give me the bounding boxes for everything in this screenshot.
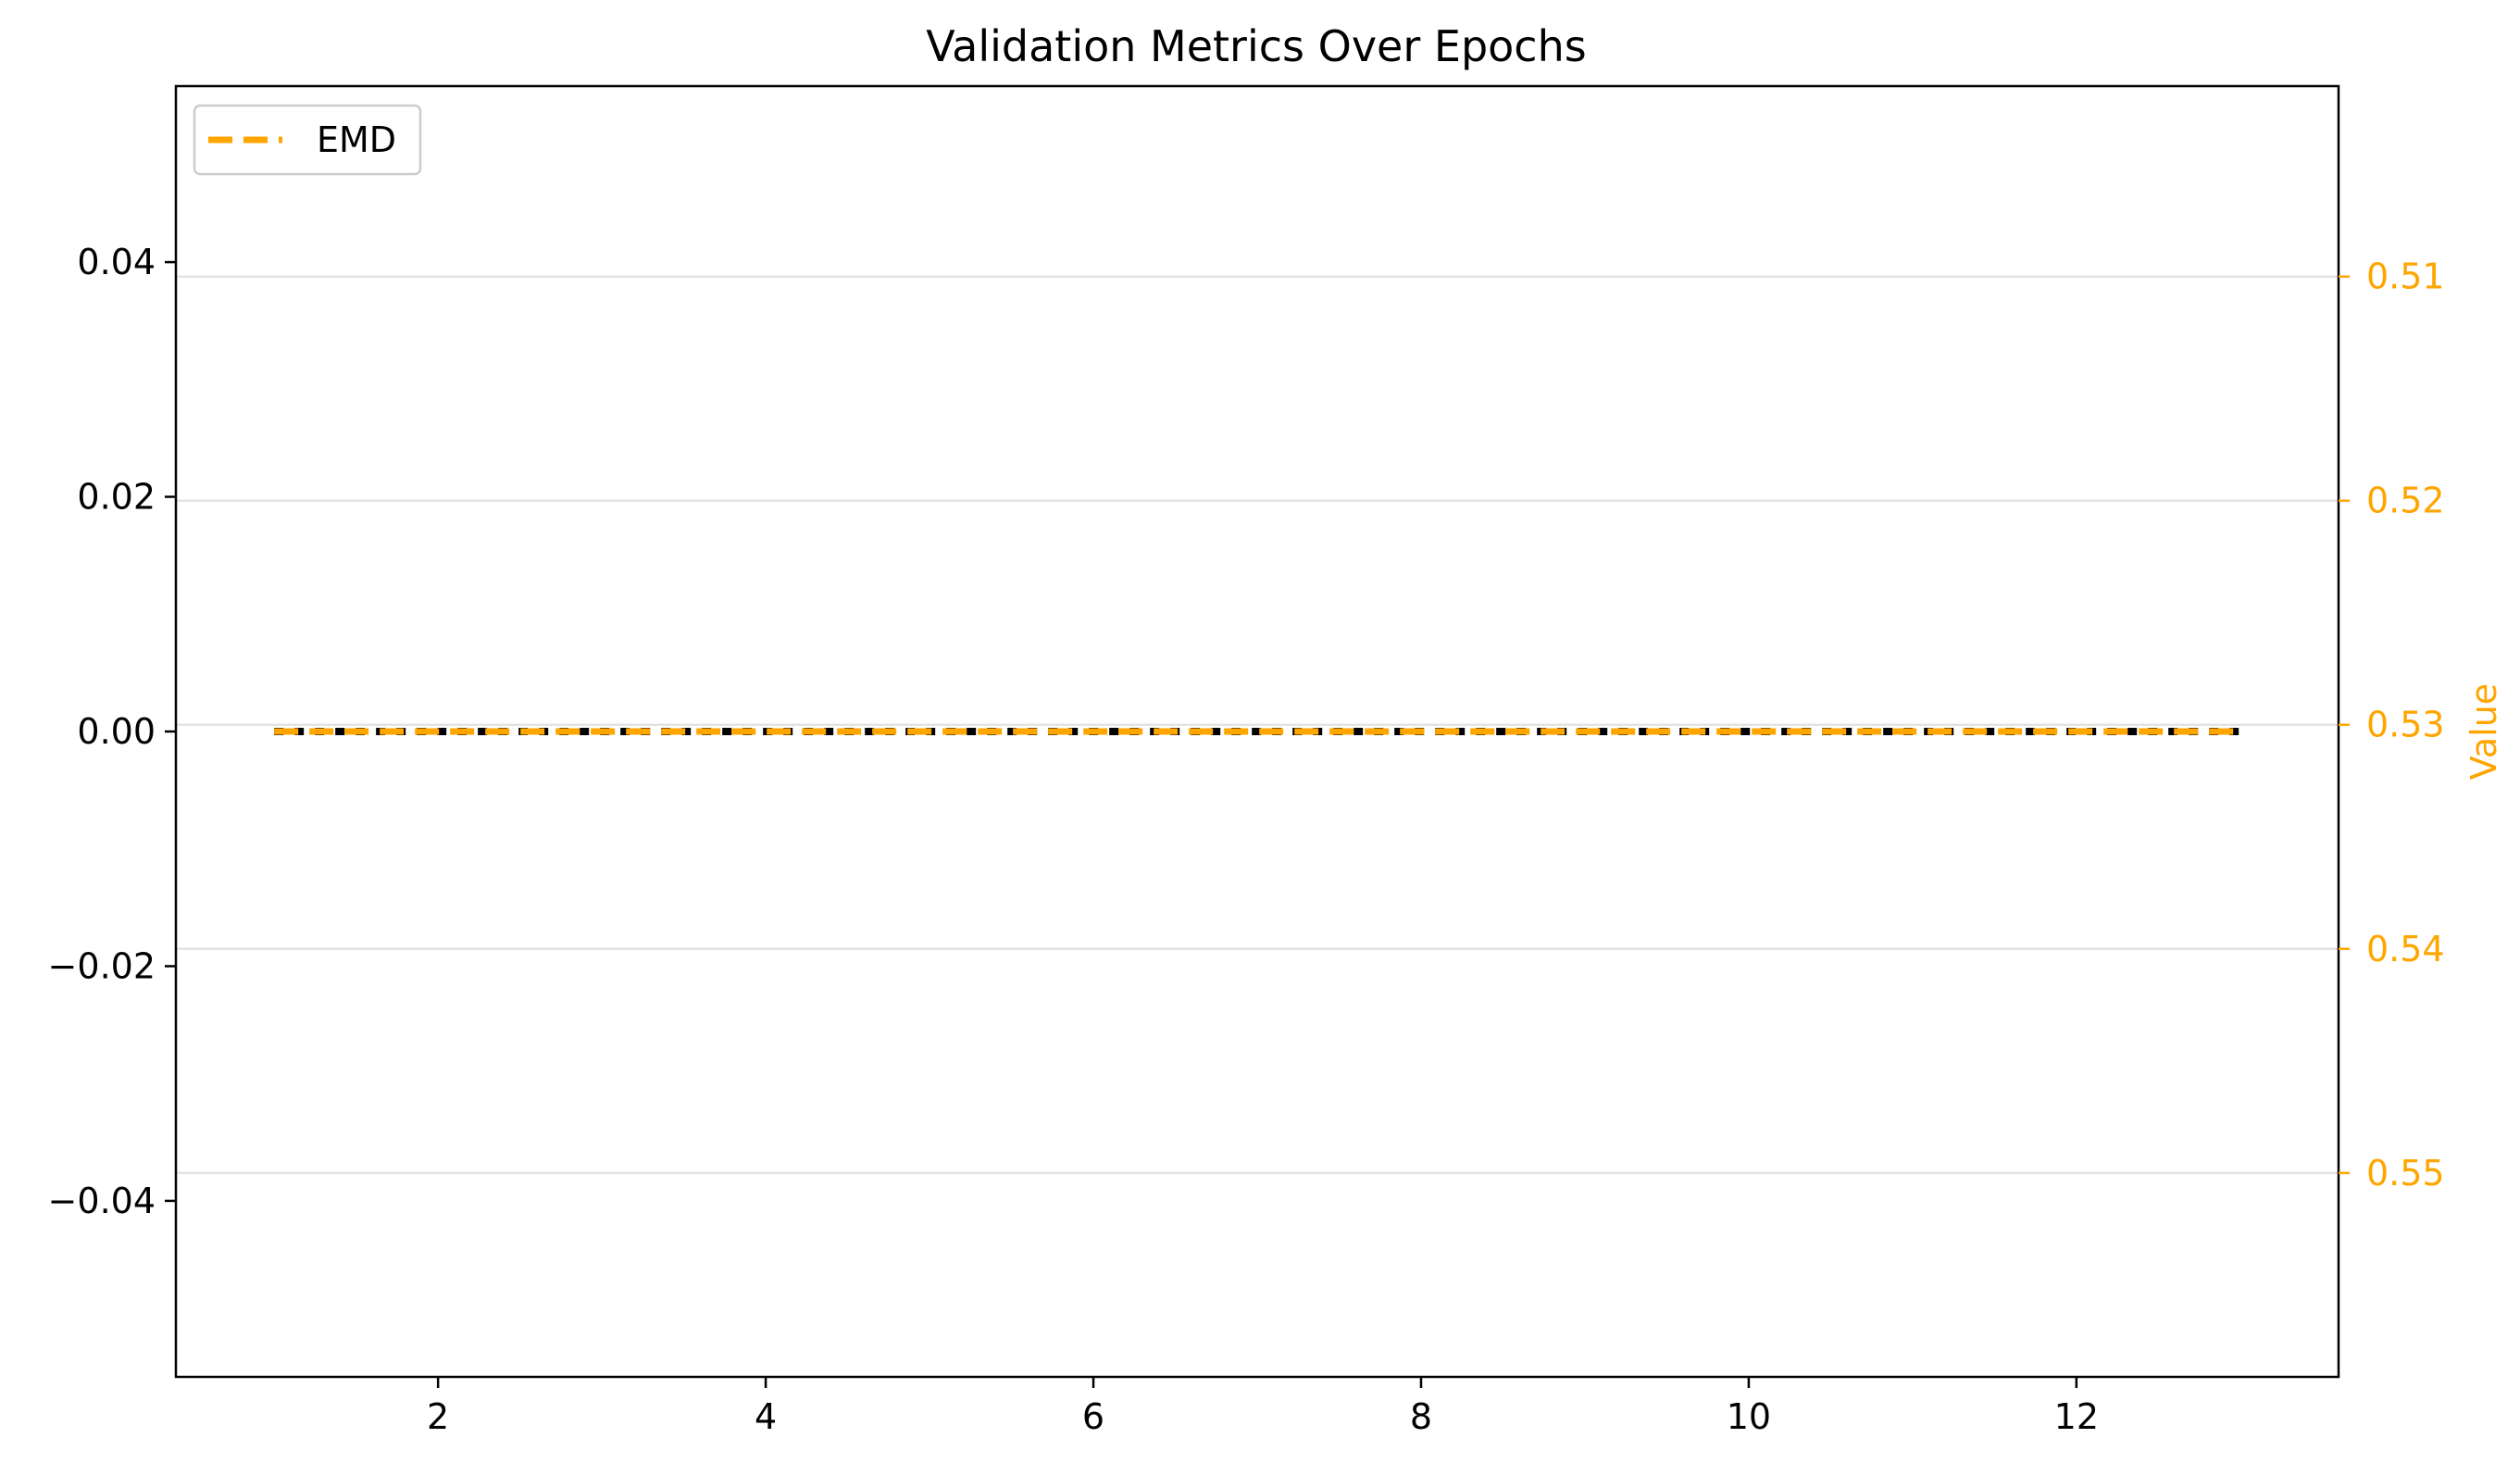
x-tick-label-5: 12 (2054, 1396, 2099, 1437)
left-y-tick-label-4: −0.04 (48, 1181, 156, 1221)
legend: EMD (193, 104, 422, 176)
right-y-tick-label-2: 0.53 (2366, 705, 2445, 745)
left-y-tick-label-0: 0.04 (77, 242, 156, 282)
legend-box (193, 104, 422, 176)
y-axis-left: 0.04 0.02 0.00 −0.02 −0.04 (48, 242, 176, 1221)
left-y-tick-label-3: −0.02 (48, 945, 156, 986)
x-tick-label-3: 8 (1410, 1396, 1432, 1437)
right-y-tick-label-3: 0.54 (2366, 929, 2445, 969)
grid-layer (176, 275, 2339, 1175)
chart-title: Validation Metrics Over Epochs (926, 21, 1586, 71)
x-tick-label-2: 6 (1082, 1396, 1104, 1437)
right-y-tick-label-4: 0.55 (2366, 1153, 2445, 1194)
x-axis: 2 4 6 8 10 12 (427, 1377, 2099, 1437)
legend-label-0: EMD (317, 119, 396, 160)
x-tick-label-0: 2 (427, 1396, 449, 1437)
right-axis-label: Value (2464, 683, 2504, 780)
left-y-tick-label-1: 0.02 (77, 477, 156, 518)
y-axis-right: 0.51 0.52 0.53 0.54 0.55 (2339, 256, 2445, 1194)
right-y-tick-label-1: 0.52 (2366, 481, 2445, 521)
right-y-tick-label-0: 0.51 (2366, 256, 2445, 297)
x-tick-label-4: 10 (1727, 1396, 1771, 1437)
left-y-tick-label-2: 0.00 (77, 711, 156, 752)
x-tick-label-1: 4 (755, 1396, 777, 1437)
